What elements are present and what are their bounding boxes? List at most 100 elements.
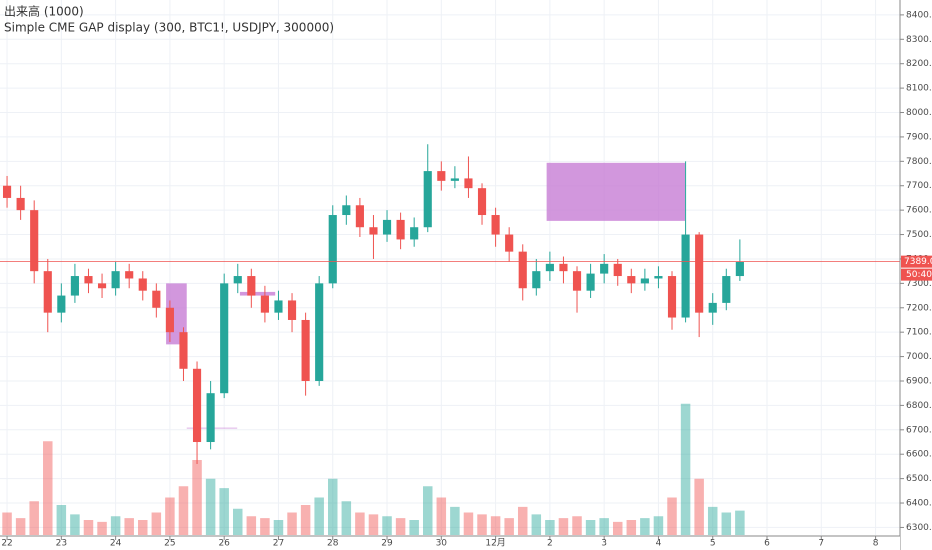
candle-body — [301, 319, 310, 381]
y-tick-label: 7000.0 — [906, 352, 932, 362]
candle-body — [518, 251, 527, 289]
volume-bar — [667, 497, 677, 535]
y-tick-label: 8300.0 — [906, 35, 932, 45]
volume-bar — [110, 516, 121, 535]
candle-body — [722, 276, 731, 303]
candle-body — [491, 215, 500, 235]
candle-body — [505, 234, 514, 252]
candle-body — [70, 276, 79, 296]
volume-bar — [612, 521, 623, 535]
time-axis-bg — [0, 536, 900, 550]
x-tick-label: 4 — [656, 539, 662, 549]
x-tick-label: 26 — [218, 539, 230, 549]
candle-body — [613, 263, 622, 277]
x-tick-label: 8 — [873, 539, 879, 549]
volume-bar — [355, 512, 365, 535]
volume-bar — [43, 441, 53, 535]
candle-body — [111, 271, 120, 289]
volume-bar — [260, 518, 270, 535]
x-tick-label: 7 — [818, 539, 824, 549]
candle-body — [16, 197, 25, 211]
volume-bar — [97, 521, 107, 535]
volume-bar — [368, 514, 379, 535]
chart-title: 出来高 (1000) — [4, 4, 84, 19]
candle-body — [477, 188, 487, 216]
volume-bar — [15, 518, 26, 535]
y-tick-label: 7500.0 — [906, 230, 932, 240]
x-tick-label: 6 — [764, 539, 770, 549]
plot-area — [0, 144, 900, 535]
volume-bar — [341, 501, 352, 535]
x-tick-label: 23 — [56, 539, 67, 549]
volume-bar — [735, 510, 745, 535]
volume-bar — [328, 478, 338, 535]
candle-body — [342, 205, 351, 216]
volume-bar — [246, 516, 257, 535]
candle-body — [97, 283, 107, 289]
cme-gap — [239, 291, 276, 296]
volume-bar — [640, 518, 650, 535]
candle-body — [437, 171, 446, 181]
y-tick-label: 8200.0 — [906, 59, 932, 69]
volume-bar — [694, 478, 704, 535]
volume-bar — [721, 512, 732, 535]
y-tick-label: 7800.0 — [906, 157, 932, 167]
x-tick-label: 3 — [601, 539, 607, 549]
candle-body — [43, 271, 52, 313]
candle-body — [667, 276, 677, 318]
x-tick-label: 24 — [110, 539, 122, 549]
candle-body — [138, 278, 147, 291]
volume-bar — [450, 506, 460, 535]
y-tick-label: 6300.0 — [906, 523, 932, 533]
y-tick-label: 7700.0 — [906, 181, 932, 191]
x-tick-label: 5 — [710, 539, 716, 549]
candle-body — [125, 271, 134, 279]
x-tick-label: 25 — [164, 539, 175, 549]
x-tick-label: 2 — [547, 539, 553, 549]
y-tick-label: 6700.0 — [906, 425, 932, 435]
candle-body — [423, 171, 432, 228]
y-tick-label: 6900.0 — [906, 376, 932, 386]
x-tick-label: 28 — [327, 539, 339, 549]
y-tick-label: 8400.0 — [906, 10, 932, 20]
candle-body — [233, 276, 242, 284]
candle-body — [572, 271, 582, 291]
candle-body — [396, 219, 405, 240]
candle-body — [84, 276, 93, 284]
volume-bar — [273, 520, 284, 535]
candle-body — [57, 295, 66, 313]
candle-body — [450, 178, 459, 181]
volume-bar — [572, 516, 582, 535]
y-tick-label: 7200.0 — [906, 303, 932, 313]
candle-body — [2, 185, 12, 198]
y-tick-label: 7600.0 — [906, 206, 932, 216]
candle-body — [369, 227, 378, 235]
y-tick-label: 7100.0 — [906, 328, 932, 338]
volume-bar — [138, 520, 148, 535]
candle-body — [152, 290, 161, 308]
y-tick-label: 6600.0 — [906, 450, 932, 460]
y-tick-label: 6800.0 — [906, 401, 932, 411]
volume-bar — [178, 486, 189, 535]
y-tick-label: 8100.0 — [906, 84, 932, 94]
candle-body — [206, 393, 215, 443]
volume-bar — [29, 501, 39, 535]
candle-body — [260, 295, 269, 313]
candle-body — [192, 368, 202, 443]
x-tick-label: 29 — [381, 539, 393, 549]
candle-body — [735, 261, 744, 277]
candle-body — [681, 234, 690, 318]
last-price-label: 7389.0 — [904, 257, 932, 267]
candle-body — [532, 271, 541, 289]
volume-bar — [382, 516, 392, 535]
volume-bar — [463, 512, 474, 535]
candle-body — [695, 234, 704, 313]
x-tick-label: 22 — [1, 539, 12, 549]
candle-body — [640, 278, 649, 284]
candle-body — [355, 205, 364, 228]
volume-bar — [545, 520, 555, 535]
x-tick-label: 27 — [273, 539, 284, 549]
y-tick-label: 7300.0 — [906, 279, 932, 289]
candle-body — [464, 178, 473, 189]
volume-bar — [599, 518, 609, 535]
